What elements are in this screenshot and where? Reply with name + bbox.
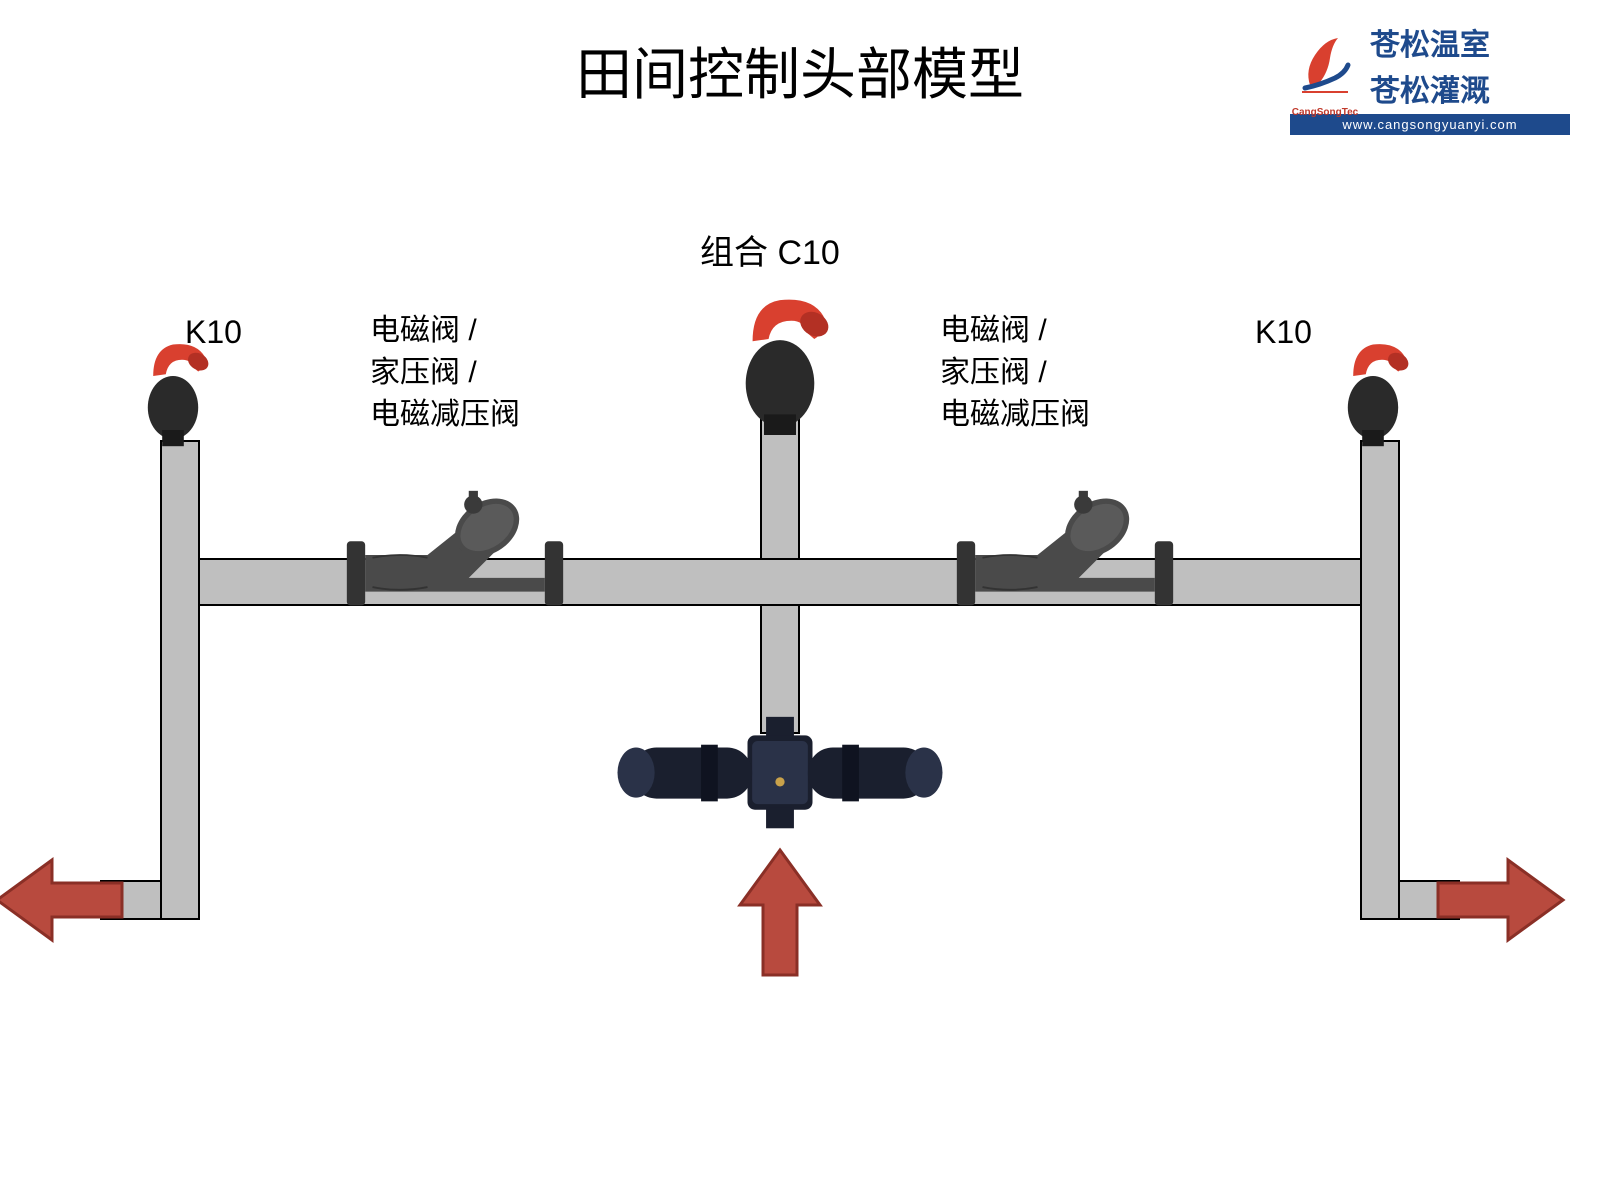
arrow-up-icon [725,845,835,985]
filter-icon [600,715,960,845]
label-valve-left: 电磁阀 / 家压阀 / 电磁减压阀 [370,310,520,436]
logo-text-line2: 苍松灌溉 [1370,66,1490,110]
air-valve-right-icon [1328,320,1418,450]
diagram-canvas: 组合 C10 K10 K10 电磁阀 / 家压阀 / 电磁减压阀 电磁阀 / 家… [0,220,1600,1120]
logo-brand-en: CangSongTec [1290,107,1360,118]
label-k10-right: K10 [1255,310,1312,355]
pipe-left-riser [160,440,200,920]
logo: CangSongTec 苍松温室 苍松灌溉 www.cangsongyuanyi… [1290,20,1570,135]
label-valve-right-l2: 家压阀 / [940,352,1090,394]
label-valve-left-l2: 家压阀 / [370,352,520,394]
label-valve-left-l1: 电磁阀 / [370,310,520,352]
control-valve-right-icon [955,475,1175,635]
label-valve-right: 电磁阀 / 家压阀 / 电磁减压阀 [940,310,1090,436]
page-title: 田间控制头部模型 [576,30,1024,111]
logo-mark-icon: CangSongTec [1290,30,1360,100]
arrow-right-icon [1428,845,1568,955]
arrow-left-icon [0,845,132,955]
label-valve-right-l3: 电磁减压阀 [940,394,1090,436]
label-valve-left-l3: 电磁减压阀 [370,394,520,436]
pipe-right-riser [1360,440,1400,920]
air-valve-left-icon [128,320,218,450]
air-valve-center-icon [720,275,840,435]
logo-text-line1: 苍松温室 [1370,20,1490,64]
label-valve-right-l1: 电磁阀 / [940,310,1090,352]
control-valve-left-icon [345,475,565,635]
label-combo-center: 组合 C10 [700,230,840,278]
